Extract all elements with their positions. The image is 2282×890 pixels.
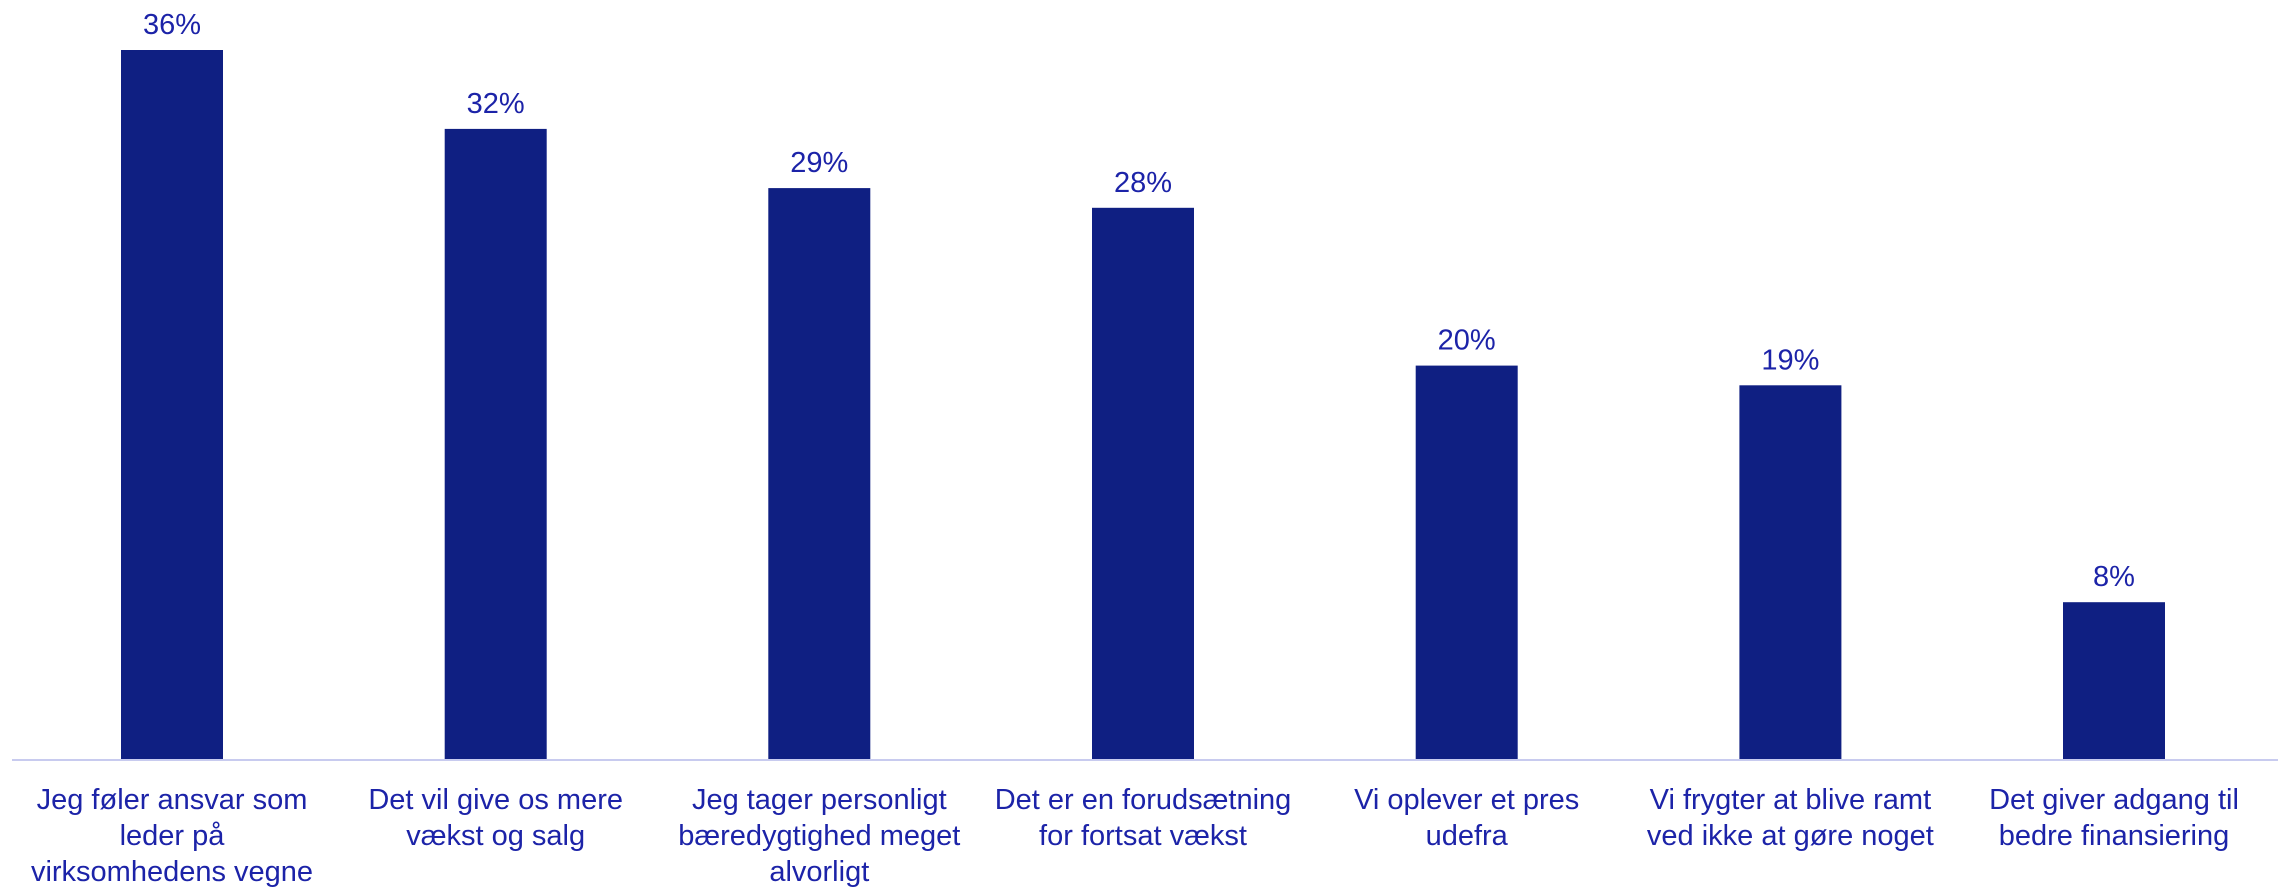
value-labels-group: 36% 32% 29% 28% 20% 19% 8% bbox=[143, 9, 2135, 593]
category-label-1: Jeg føler ansvar som leder på virksomhed… bbox=[30, 784, 314, 888]
bar-4 bbox=[1092, 207, 1194, 761]
bar-6 bbox=[1739, 385, 1842, 760]
category-label-7: Det giver adgang til bedre finansiering bbox=[1989, 784, 2239, 852]
bar-7 bbox=[2063, 602, 2165, 760]
bar-3 bbox=[768, 188, 871, 761]
data-label-3: 29% bbox=[790, 147, 848, 179]
bars-group bbox=[121, 50, 2165, 761]
category-label-3: Jeg tager personligt bæredygtighed meget… bbox=[678, 784, 961, 888]
bar-2 bbox=[444, 128, 547, 760]
category-label-4: Det er en forudsætning for fortsat vækst bbox=[994, 784, 1292, 852]
data-label-4: 28% bbox=[1114, 167, 1172, 199]
data-label-6: 19% bbox=[1761, 344, 1819, 376]
bar-5 bbox=[1415, 365, 1518, 760]
data-label-1: 36% bbox=[143, 9, 201, 41]
data-label-7: 8% bbox=[2093, 561, 2135, 593]
category-label-2: Det vil give os mere vækst og salg bbox=[368, 784, 624, 852]
data-label-5: 20% bbox=[1438, 325, 1496, 357]
data-label-2: 32% bbox=[467, 88, 525, 120]
category-label-5: Vi oplever et pres udefra bbox=[1354, 784, 1580, 852]
bar-1 bbox=[121, 50, 223, 760]
category-label-6: Vi frygter at blive ramt ved ikke at gør… bbox=[1646, 784, 1934, 852]
